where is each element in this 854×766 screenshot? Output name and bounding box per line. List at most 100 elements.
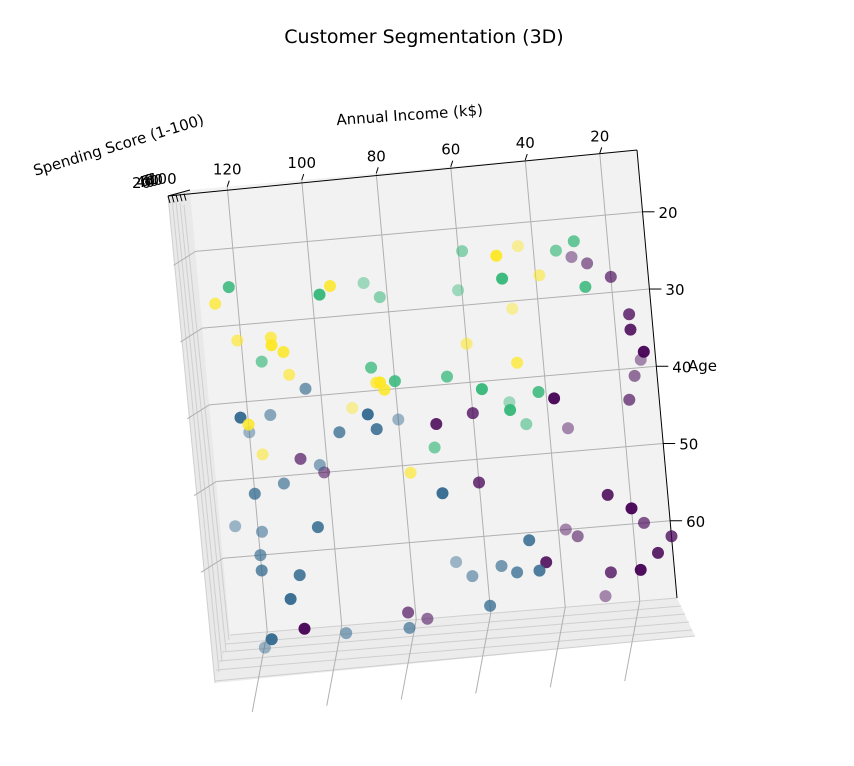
data-point (311, 521, 324, 534)
data-point (604, 566, 617, 579)
x-tick-label: 100 (287, 154, 316, 172)
data-point (294, 452, 307, 465)
data-point (533, 269, 546, 282)
x-tick-mark (599, 147, 603, 154)
data-point (466, 407, 479, 420)
data-point (665, 530, 678, 543)
chart-title: Customer Segmentation (3D) (284, 26, 563, 48)
data-point (374, 376, 386, 389)
data-point (265, 633, 278, 646)
income-grid-line (524, 159, 566, 608)
data-point (623, 308, 636, 321)
grid-lines (167, 153, 696, 713)
side-grid-line (167, 195, 216, 684)
side-grid-line (175, 200, 223, 663)
data-point (264, 409, 277, 421)
floor-grid-line (214, 635, 696, 682)
data-point (540, 556, 553, 569)
z-tick-mark (183, 193, 187, 201)
floor-grid-line (225, 605, 682, 645)
data-point (209, 297, 222, 310)
income-floor-grid-line (549, 607, 566, 688)
z-tick-mark (175, 194, 179, 202)
z-axis-label: Spending Score (1-100) (31, 111, 206, 180)
data-point (562, 422, 574, 435)
x-tick-mark (450, 160, 454, 167)
age-grid-line (209, 365, 657, 406)
x-tick-label: 20 (590, 127, 609, 145)
floor-grid-line (221, 613, 686, 653)
data-point (565, 251, 578, 263)
income-floor-grid-line (475, 613, 492, 694)
age-side-grid-line (180, 327, 203, 343)
data-point (634, 563, 647, 576)
data-point (441, 370, 453, 383)
data-point (283, 368, 296, 381)
data-point (346, 402, 359, 414)
data-point (533, 564, 546, 577)
y-tick-label: 40 (672, 358, 691, 376)
income-grid-line (450, 166, 492, 614)
data-point (231, 334, 244, 347)
data-point (634, 353, 647, 366)
data-point (484, 599, 497, 612)
data-point (255, 355, 268, 368)
data-point (256, 525, 268, 538)
x-tick-label: 80 (367, 147, 386, 165)
income-floor-grid-line (251, 631, 268, 713)
data-point (229, 520, 242, 533)
x-tick-mark (524, 153, 528, 161)
data-point (637, 345, 650, 358)
z-axis-line (167, 189, 191, 197)
data-point (298, 622, 311, 635)
data-point (511, 566, 524, 579)
axis-lines (167, 149, 678, 599)
income-grid-line (599, 153, 641, 602)
data-point (490, 249, 503, 262)
data-points (209, 235, 678, 654)
data-point (548, 392, 561, 405)
data-point (333, 426, 346, 439)
data-point (624, 323, 637, 336)
data-point (652, 546, 664, 559)
side-grid-line (179, 202, 227, 652)
floor-grid-line (218, 621, 690, 662)
data-point (248, 487, 261, 500)
side-grid-line (171, 197, 220, 673)
data-point (559, 523, 572, 536)
data-point (520, 418, 533, 431)
data-point (473, 476, 485, 489)
x-tick-label: 40 (516, 134, 535, 152)
floor-grid-line (215, 629, 693, 671)
z-tick-mark (167, 195, 171, 204)
z-tick-mark (179, 194, 183, 202)
z-tick-label: 20 (132, 174, 151, 192)
income-floor-grid-line (624, 600, 641, 682)
y-tick-label: 60 (686, 513, 705, 531)
data-point (456, 245, 469, 258)
data-point (466, 570, 479, 583)
data-point (340, 627, 353, 640)
y-tick-label: 20 (659, 204, 678, 222)
data-point (404, 466, 417, 479)
data-point (523, 534, 536, 547)
data-point (623, 393, 636, 406)
z-tick-mark (171, 195, 175, 203)
data-point (277, 346, 290, 358)
data-point (313, 288, 326, 301)
data-point (511, 356, 524, 369)
x-axis-line (167, 149, 638, 197)
x-tick-mark (301, 173, 305, 181)
age-side-grid-line (173, 250, 196, 266)
data-point (277, 477, 290, 490)
data-point (365, 361, 378, 374)
data-point (421, 612, 434, 625)
data-point (299, 382, 312, 395)
data-point (388, 375, 401, 388)
back-pane (190, 150, 677, 635)
data-point (324, 280, 336, 292)
age-grid-line (202, 288, 650, 329)
z-tick-label: 40 (136, 173, 155, 191)
data-point (361, 408, 374, 421)
